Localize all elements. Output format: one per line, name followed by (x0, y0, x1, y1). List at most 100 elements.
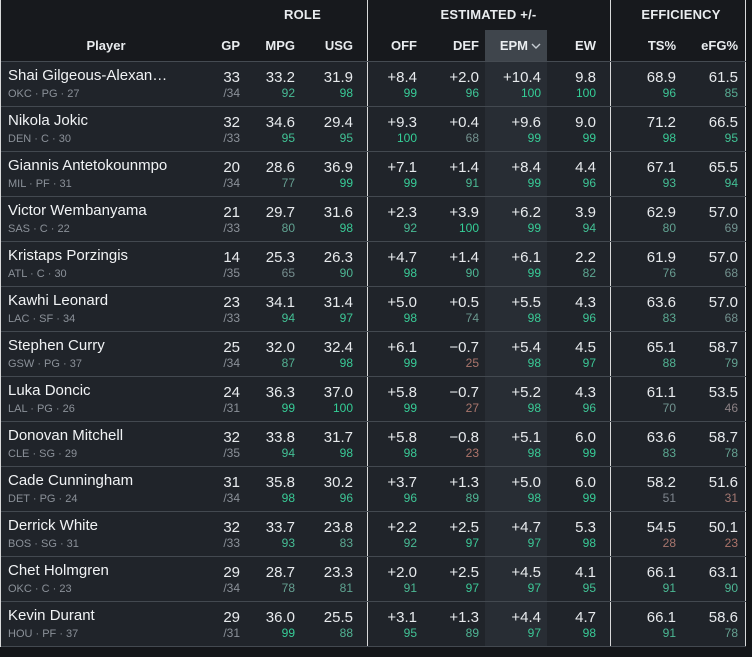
efg-cell: 57.0 68 (682, 242, 744, 286)
player-name[interactable]: Chet Holmgren (8, 562, 109, 579)
column-separator (602, 197, 618, 241)
percentile: 31 (724, 490, 738, 505)
table-row[interactable]: Donovan Mitchell CLE · SG · 29 32 /35 33… (1, 422, 746, 467)
player-meta: HOU · PF · 37 (8, 628, 79, 640)
player-cell[interactable]: Kristaps Porzingis ATL · C · 30 (8, 242, 204, 286)
table-row[interactable]: Kevin Durant HOU · PF · 37 29 /31 36.0 99… (1, 602, 746, 647)
player-meta: OKC · C · 23 (8, 583, 72, 595)
table-row[interactable]: Shai Gilgeous-Alexan… OKC · PG · 27 33 /… (1, 62, 746, 107)
table-row[interactable]: Victor Wembanyama SAS · C · 22 21 /33 29… (1, 197, 746, 242)
col-header-ew[interactable]: EW (575, 38, 596, 53)
player-cell[interactable]: Nikola Jokic DEN · C · 30 (8, 107, 204, 151)
column-separator (602, 422, 618, 466)
table-row[interactable]: Cade Cunningham DET · PG · 24 31 /34 35.… (1, 467, 746, 512)
column-separator (744, 512, 746, 556)
player-cell[interactable]: Giannis Antetokounmpo MIL · PF · 31 (8, 152, 204, 196)
percentile: 100 (520, 85, 541, 100)
player-name[interactable]: Derrick White (8, 517, 99, 534)
column-separator (359, 422, 375, 466)
ew-cell: 6.0 99 (547, 467, 602, 511)
player-cell[interactable]: Kevin Durant HOU · PF · 37 (8, 602, 204, 646)
player-cell[interactable]: Luka Doncic LAL · PG · 26 (8, 377, 204, 421)
player-meta: DEN · C · 30 (8, 133, 71, 145)
ts-cell: 71.2 98 (618, 107, 682, 151)
player-cell[interactable]: Stephen Curry GSW · PG · 37 (8, 332, 204, 376)
player-cell[interactable]: Kawhi Leonard LAC · SF · 34 (8, 287, 204, 331)
col-header-mpg[interactable]: MPG (265, 38, 295, 53)
ew-cell: 4.3 96 (547, 287, 602, 331)
mpg-cell: 35.8 98 (246, 467, 301, 511)
percentile: 100 (332, 400, 353, 415)
table-row[interactable]: Luka Doncic LAL · PG · 26 24 /31 36.3 99 … (1, 377, 746, 422)
efg-cell: 65.5 94 (682, 152, 744, 196)
table-row[interactable]: Nikola Jokic DEN · C · 30 32 /33 34.6 95 … (1, 107, 746, 152)
percentile: 27 (465, 400, 479, 415)
col-header-epm[interactable]: EPM (485, 30, 547, 61)
table-row[interactable]: Derrick White BOS · SG · 31 32 /33 33.7 9… (1, 512, 746, 557)
table-row[interactable]: Giannis Antetokounmpo MIL · PF · 31 20 /… (1, 152, 746, 197)
percentile: 68 (465, 130, 479, 145)
player-cell[interactable]: Chet Holmgren OKC · C · 23 (8, 557, 204, 601)
col-header-player[interactable]: Player (86, 38, 126, 53)
horizontal-scrollbar[interactable] (0, 647, 752, 657)
column-separator (602, 152, 618, 196)
gp-cell: 21 /33 (204, 197, 246, 241)
player-name[interactable]: Kawhi Leonard (8, 292, 109, 309)
percentile: 99 (403, 400, 417, 415)
usg-cell: 31.7 98 (301, 422, 359, 466)
percentile: 77 (281, 175, 295, 190)
table-row[interactable]: Kristaps Porzingis ATL · C · 30 14 /35 2… (1, 242, 746, 287)
player-cell[interactable]: Victor Wembanyama SAS · C · 22 (8, 197, 204, 241)
efg-cell: 58.7 78 (682, 422, 744, 466)
player-name[interactable]: Kevin Durant (8, 607, 95, 624)
table-row[interactable]: Kawhi Leonard LAC · SF · 34 23 /33 34.1 9… (1, 287, 746, 332)
player-cell[interactable]: Shai Gilgeous-Alexan… OKC · PG · 27 (8, 62, 204, 106)
ew-cell: 9.0 99 (547, 107, 602, 151)
percentile: 99 (527, 175, 541, 190)
ts-cell: 58.2 51 (618, 467, 682, 511)
off-cell: +7.1 99 (375, 152, 423, 196)
column-separator (744, 62, 746, 106)
percentile: 25 (465, 355, 479, 370)
player-name[interactable]: Donovan Mitchell (8, 427, 124, 444)
player-name[interactable]: Luka Doncic (8, 382, 91, 399)
percentile: 97 (527, 580, 541, 595)
player-meta: ATL · C · 30 (8, 268, 67, 280)
player-name[interactable]: Kristaps Porzingis (8, 247, 129, 264)
percentile: 99 (582, 130, 596, 145)
col-header-efg[interactable]: eFG% (701, 38, 738, 53)
player-name[interactable]: Victor Wembanyama (8, 202, 147, 219)
player-cell[interactable]: Derrick White BOS · SG · 31 (8, 512, 204, 556)
table-row[interactable]: Chet Holmgren OKC · C · 23 29 /34 28.7 78… (1, 557, 746, 602)
mpg-cell: 33.7 93 (246, 512, 301, 556)
player-name[interactable]: Stephen Curry (8, 337, 105, 354)
ew-cell: 4.3 96 (547, 377, 602, 421)
player-name[interactable]: Cade Cunningham (8, 472, 134, 489)
col-header-ts[interactable]: TS% (647, 38, 676, 53)
player-name[interactable]: Nikola Jokic (8, 112, 89, 129)
off-cell: +5.0 98 (375, 287, 423, 331)
col-header-usg[interactable]: USG (324, 38, 353, 53)
column-separator (744, 557, 746, 601)
efg-cell: 61.5 85 (682, 62, 744, 106)
col-header-gp[interactable]: GP (221, 38, 240, 53)
group-header-efficiency: EFFICIENCY (641, 7, 721, 22)
player-name[interactable]: Shai Gilgeous-Alexan… (8, 67, 168, 84)
player-cell[interactable]: Cade Cunningham DET · PG · 24 (8, 467, 204, 511)
player-meta: BOS · SG · 31 (8, 538, 79, 550)
table-row[interactable]: Stephen Curry GSW · PG · 37 25 /34 32.0 8… (1, 332, 746, 377)
player-cell[interactable]: Donovan Mitchell CLE · SG · 29 (8, 422, 204, 466)
col-header-def[interactable]: DEF (453, 38, 479, 53)
player-name[interactable]: Giannis Antetokounmpo (8, 157, 168, 174)
gp-value: 33 (223, 68, 240, 86)
percentile: 91 (403, 580, 417, 595)
percentile: 79 (724, 355, 738, 370)
percentile: 100 (575, 85, 596, 100)
percentile: 96 (465, 85, 479, 100)
percentile: 95 (724, 130, 738, 145)
usg-cell: 29.4 95 (301, 107, 359, 151)
percentile: 94 (281, 310, 295, 325)
percentile: 28 (662, 535, 676, 550)
gp-total: /31 (223, 400, 240, 415)
col-header-off[interactable]: OFF (391, 38, 417, 53)
